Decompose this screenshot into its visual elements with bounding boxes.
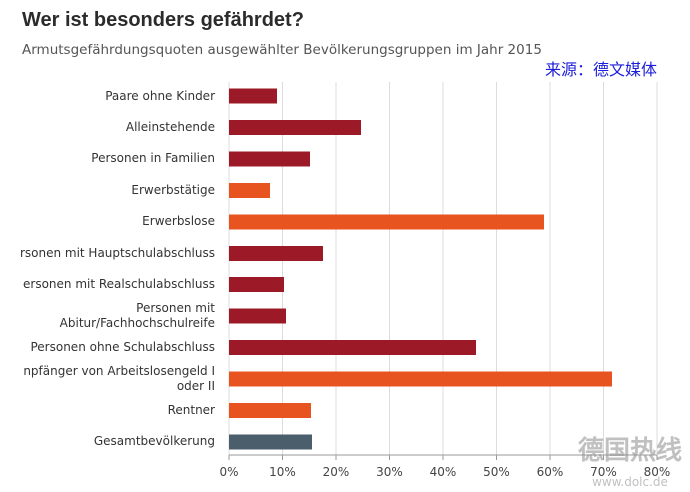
category-label: Personen in Familien (91, 151, 215, 166)
x-tick-label: 40% (429, 465, 457, 479)
category-label: Gesamtbevölkerung (93, 434, 215, 449)
bar (229, 182, 271, 198)
category-label: Erwerbstätige (131, 182, 215, 197)
source-note: 来源：德文媒体 (545, 60, 658, 79)
x-tick-label: 20% (322, 465, 350, 479)
bar (229, 245, 324, 261)
category-label: Rentner (167, 403, 215, 417)
watermark-url: www.dolc.de (592, 475, 668, 489)
chart-title: Wer ist besonders gefährdet? (22, 9, 304, 31)
category-label: Personen mit Abitur/Fachhochschulreife (59, 301, 215, 331)
category-label: Alleinstehende (125, 119, 215, 134)
category-label: Paare ohne Kinder (105, 88, 215, 103)
bar (229, 403, 311, 418)
category-label: ersonen mit Realschulabschluss (23, 277, 215, 292)
bar (229, 434, 312, 450)
bars (229, 88, 613, 450)
bar (229, 88, 278, 104)
bar (229, 214, 545, 230)
watermark-logo: 德国热线 www.dolc.de (574, 436, 686, 489)
x-tick-label: 0% (219, 465, 239, 479)
x-tick-label: 80% (643, 465, 671, 479)
bar (229, 340, 477, 356)
bar (229, 371, 613, 387)
x-axis (228, 454, 658, 460)
chart-subtitle: Armutsgefährdungsquoten ausgewählter Bev… (22, 42, 542, 58)
gridlines (228, 82, 658, 455)
x-tick-label: 60% (536, 465, 564, 479)
bar (229, 308, 287, 324)
bar (229, 151, 310, 167)
bar (229, 277, 285, 293)
category-label: Erwerbslose (142, 214, 215, 229)
x-tick-label: 10% (269, 465, 296, 479)
watermark-name: 德国热线 (577, 436, 682, 466)
x-tick-label: 30% (376, 465, 403, 479)
category-label: npfänger von Arbeitslosengeld I oder II (23, 364, 215, 394)
x-tick-label: 70% (590, 465, 617, 479)
x-tick-label: 50% (483, 465, 510, 479)
category-label: rsonen mit Hauptschulabschluss (19, 245, 215, 260)
bar (229, 119, 362, 135)
category-label: Personen ohne Schulabschluss (30, 340, 215, 355)
